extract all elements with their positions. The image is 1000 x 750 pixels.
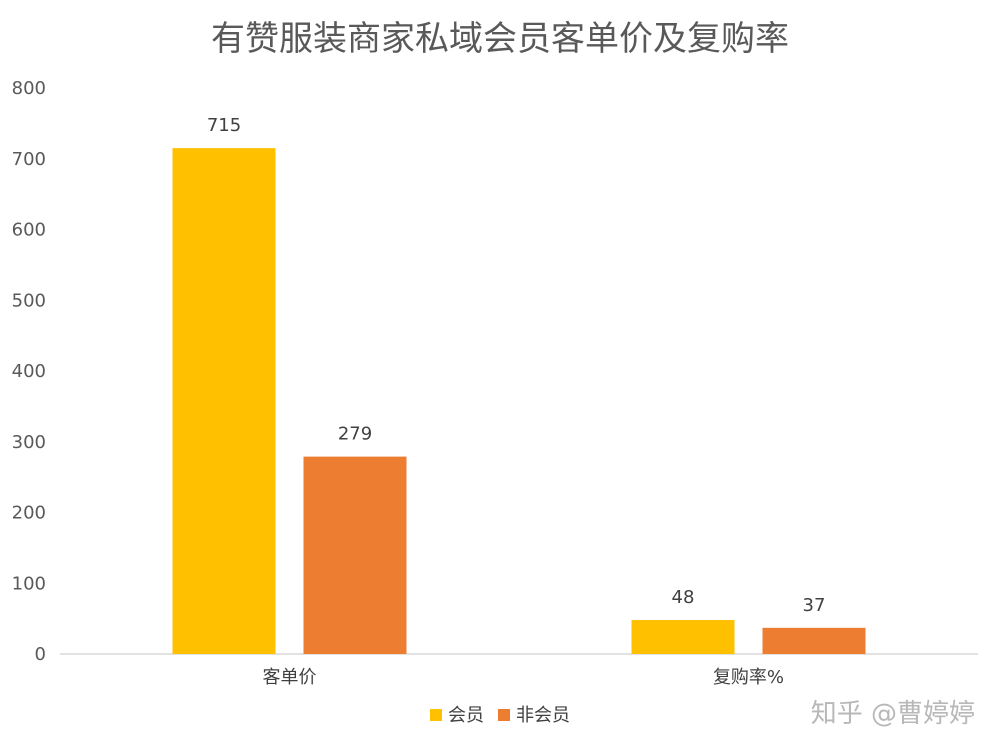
y-tick-label: 300 <box>12 432 46 453</box>
bar-nonmember-1 <box>762 627 866 654</box>
y-tick-label: 700 <box>12 149 46 170</box>
data-label: 715 <box>207 115 241 136</box>
bars <box>172 148 866 654</box>
bar-nonmember-0 <box>303 456 407 654</box>
y-axis-ticks: 0 100 200 300 400 500 600 700 800 <box>12 78 46 665</box>
bar-member-1 <box>631 620 735 654</box>
y-tick-label: 800 <box>12 78 46 99</box>
y-tick-label: 600 <box>12 220 46 241</box>
legend-label: 会员 <box>448 705 484 726</box>
y-tick-label: 0 <box>35 644 46 665</box>
data-label: 48 <box>672 587 695 608</box>
y-tick-label: 200 <box>12 503 46 524</box>
watermark: 知乎 @曹婷婷 <box>811 699 975 729</box>
legend-swatch <box>430 709 442 721</box>
data-labels: 715 279 48 37 <box>207 115 826 616</box>
legend-label: 非会员 <box>516 705 570 726</box>
y-tick-label: 500 <box>12 290 46 311</box>
y-tick-label: 100 <box>12 573 46 594</box>
category-label: 客单价 <box>263 667 317 688</box>
category-label: 复购率% <box>713 667 784 688</box>
chart-title: 有赞服装商家私域会员客单价及复购率 <box>211 19 789 59</box>
data-label: 279 <box>338 424 372 445</box>
y-tick-label: 400 <box>12 361 46 382</box>
legend: 会员 非会员 <box>430 705 570 726</box>
data-label: 37 <box>803 595 826 616</box>
category-labels: 客单价 复购率% <box>263 667 785 688</box>
bar-member-0 <box>172 148 276 654</box>
legend-swatch <box>498 709 510 721</box>
